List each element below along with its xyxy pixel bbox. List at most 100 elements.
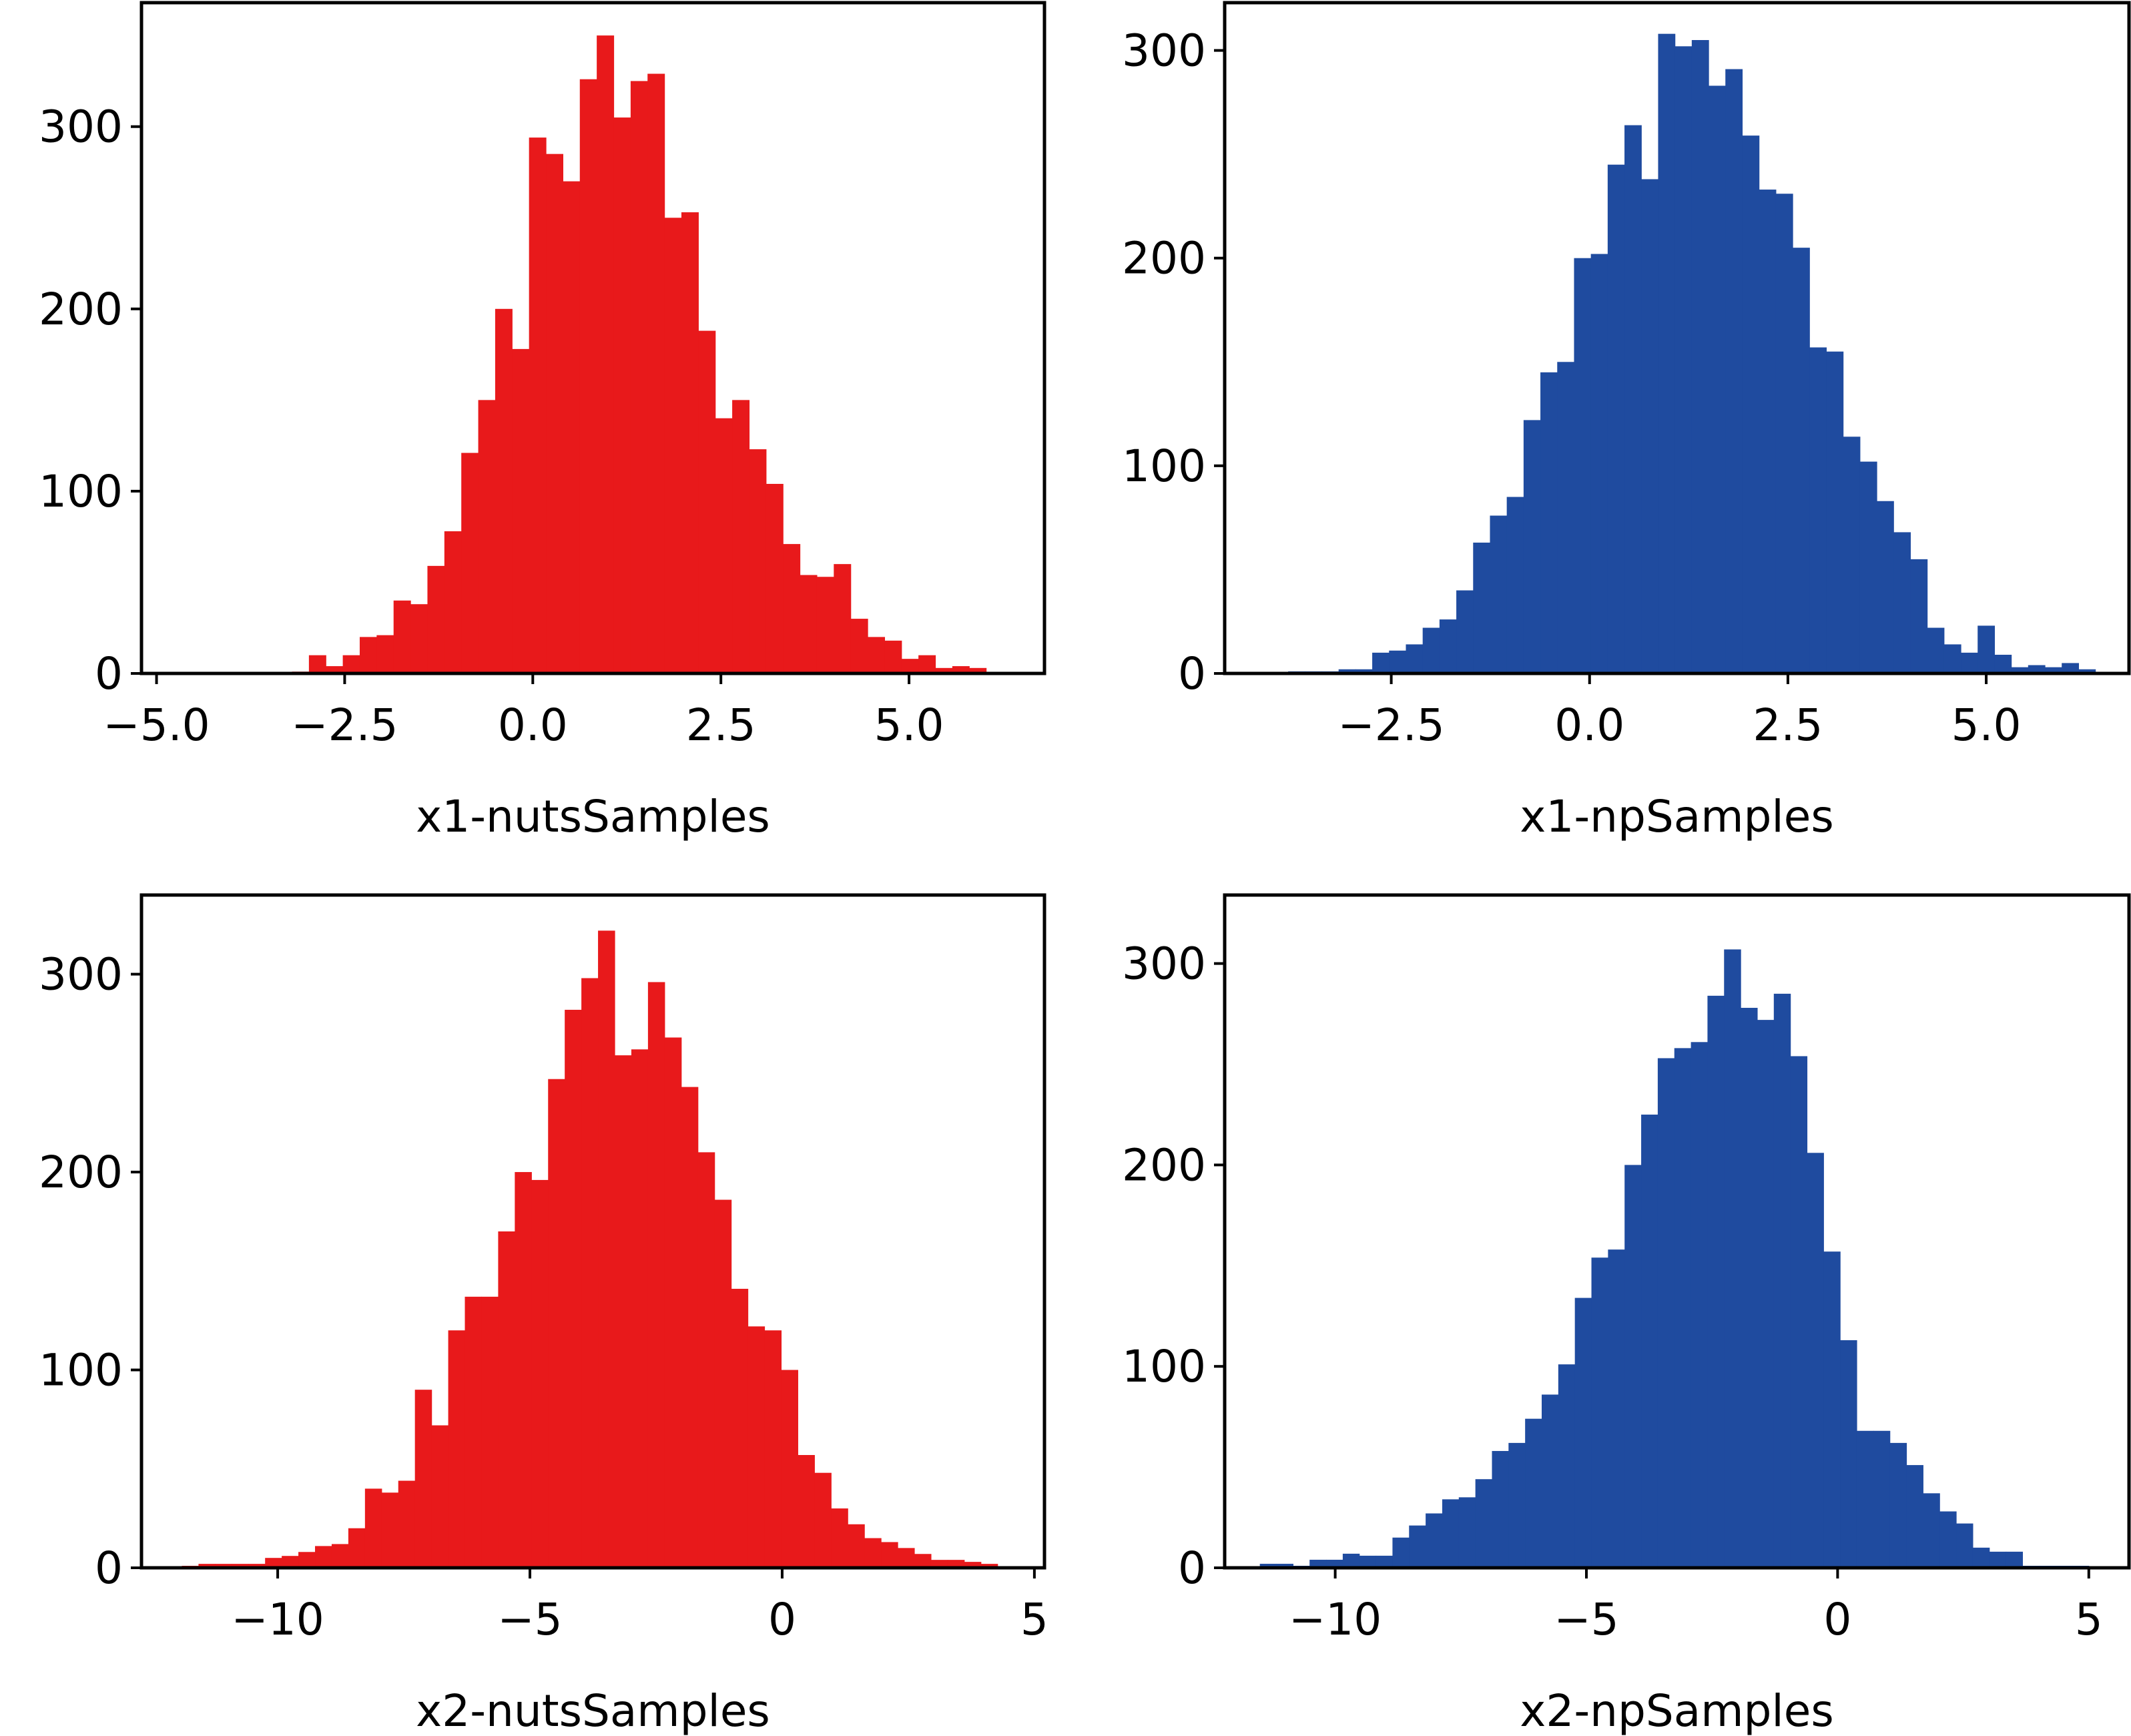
- histogram-bar: [1326, 1559, 1343, 1568]
- histogram-bar: [598, 930, 615, 1568]
- histogram-bar: [1439, 619, 1457, 673]
- histogram-bar: [918, 655, 936, 673]
- histogram-bar: [681, 1087, 699, 1568]
- histogram-bar: [664, 1037, 682, 1568]
- histogram-bar: [1893, 532, 1911, 673]
- y-tick-label: 200: [39, 284, 123, 335]
- histogram-bar: [1475, 1479, 1493, 1568]
- histogram-bar: [1523, 420, 1541, 673]
- x-tick-label: 5.0: [1951, 699, 2022, 751]
- histogram-bar: [198, 1564, 216, 1568]
- histogram-bar: [1906, 1465, 1923, 1568]
- histogram-bar: [1759, 190, 1777, 673]
- y-tick-label: 300: [39, 101, 123, 153]
- histogram-bar: [427, 565, 445, 673]
- histogram-bar: [565, 1009, 582, 1568]
- histogram-bars: [292, 35, 987, 674]
- histogram-bar: [1591, 1257, 1608, 1568]
- histogram-bar: [1309, 1559, 1327, 1568]
- histogram-bar: [898, 1548, 915, 1568]
- histogram-bars: [1288, 33, 2096, 674]
- histogram-bar: [1674, 1048, 1692, 1568]
- histogram-bar: [831, 1508, 848, 1568]
- histogram-bar: [1939, 1511, 1957, 1568]
- y-tick-label: 0: [95, 648, 123, 699]
- histogram-bar: [1389, 650, 1407, 673]
- histogram-bar: [914, 1554, 932, 1568]
- histogram-bar: [1943, 644, 1961, 673]
- histogram-bar: [298, 1552, 316, 1568]
- histogram-bar: [495, 308, 513, 673]
- histogram-bar: [563, 181, 581, 673]
- histogram-bar: [1742, 135, 1760, 673]
- histogram-bar: [1372, 652, 1390, 673]
- y-tick-label: 100: [1122, 1341, 1206, 1392]
- histogram-bar: [1422, 627, 1440, 673]
- histogram-bar: [1843, 437, 1861, 673]
- histogram-bar: [783, 544, 801, 673]
- histogram-bar: [800, 575, 818, 673]
- histogram-bar: [1458, 1497, 1476, 1568]
- histogram-bar: [698, 330, 716, 674]
- histogram-bar: [515, 1172, 532, 1568]
- x-tick-label: 2.5: [686, 699, 756, 751]
- x-tick-label: −2.5: [291, 699, 398, 751]
- histogram-bar: [1856, 1430, 1874, 1568]
- y-tick-label: 200: [1122, 1139, 1206, 1191]
- histogram-bar: [1977, 625, 1996, 673]
- histogram-bar: [930, 1560, 948, 1568]
- x-tick-label: −5: [1554, 1594, 1618, 1645]
- histogram-bar: [597, 35, 615, 674]
- histogram-bar: [1406, 644, 1424, 673]
- histogram-bar: [1641, 179, 1659, 674]
- histogram-bar: [548, 1079, 565, 1568]
- histogram-bar: [1338, 669, 1356, 673]
- histogram-bar: [1607, 164, 1625, 673]
- histogram-bar: [1859, 461, 1877, 673]
- histogram-bar: [749, 449, 767, 673]
- histogram-bar: [265, 1558, 282, 1568]
- histogram-bar: [1725, 69, 1743, 673]
- histogram-bar: [732, 400, 750, 673]
- x-tick-label: 0.0: [1554, 699, 1624, 751]
- histogram-bar: [414, 1390, 432, 1568]
- histogram-bar: [1773, 993, 1791, 1568]
- x-tick-label: 0: [768, 1594, 796, 1645]
- histogram-bar: [1574, 1297, 1592, 1568]
- histogram-bar: [282, 1556, 299, 1568]
- y-tick-label: 100: [39, 1345, 123, 1396]
- histogram-bar: [1658, 33, 1676, 674]
- histogram-bar: [529, 137, 547, 674]
- histogram-bar: [579, 79, 597, 673]
- histogram-bar: [697, 1152, 715, 1568]
- x-tick-label: 5: [2075, 1594, 2103, 1645]
- histogram-bar: [850, 619, 868, 673]
- histogram-bar: [2028, 665, 2046, 673]
- axes-frame: [139, 1, 1046, 675]
- histogram-bar: [781, 1370, 798, 1568]
- histogram-bar: [248, 1564, 266, 1568]
- histogram-bar: [1558, 1364, 1576, 1568]
- histogram-bar: [631, 1049, 649, 1568]
- histogram-bar: [766, 483, 784, 673]
- histogram-bar: [969, 667, 987, 673]
- axes-frame: [139, 893, 1046, 1570]
- histogram-bar: [512, 348, 530, 673]
- histogram-bar: [331, 1544, 349, 1568]
- x-tick-label: 5: [1020, 1594, 1048, 1645]
- histogram-bar: [531, 1179, 549, 1568]
- x-tick-label: −2.5: [1337, 699, 1444, 751]
- x-tick-label: 0: [1823, 1594, 1851, 1645]
- histogram-bar: [342, 655, 360, 673]
- y-tick-label: 100: [39, 466, 123, 517]
- histogram-bar: [1492, 1450, 1509, 1568]
- histogram-bar: [364, 1488, 382, 1568]
- histogram-bar: [393, 600, 411, 673]
- histogram-bar: [884, 640, 902, 673]
- histogram-bar: [1910, 559, 1928, 673]
- histogram-bar: [1276, 1563, 1293, 1568]
- histogram-bar: [1624, 1165, 1642, 1568]
- y-tick-label: 200: [1122, 233, 1206, 284]
- x-axis-label: x1-npSamples: [1520, 791, 1833, 842]
- panel-x1-np-histogram: −2.5 0.0 2.5 5.0 0 100 200 300 x1-npSamples: [1122, 1, 2131, 842]
